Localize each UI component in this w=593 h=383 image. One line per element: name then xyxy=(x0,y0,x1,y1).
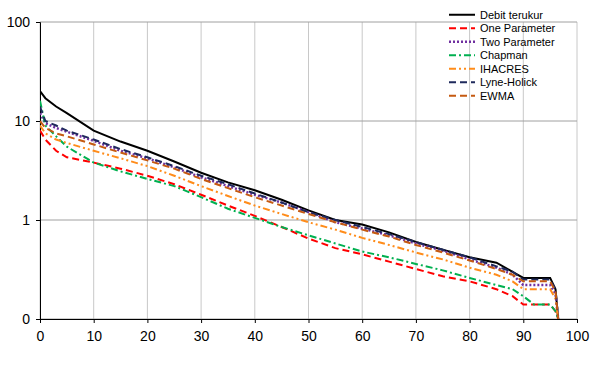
legend-item: One Parameter xyxy=(449,22,556,34)
grid-line-x xyxy=(415,22,416,319)
chart: 0 10 20 30 40 50 60 70 80 90 100 0 1 10 100 Debit teruk… xyxy=(0,0,593,383)
tick-label: 30 xyxy=(194,328,210,344)
series-line xyxy=(40,126,558,319)
legend-label: Chapman xyxy=(480,49,528,61)
series-line xyxy=(40,131,558,319)
tick-mark xyxy=(36,121,40,122)
grid-line-y xyxy=(40,220,577,221)
tick-label: 50 xyxy=(301,328,317,344)
tick: 50 xyxy=(301,319,317,344)
tick: 0 xyxy=(22,311,40,327)
tick-label: 1 xyxy=(22,212,30,228)
tick: 80 xyxy=(462,319,478,344)
tick-label: 0 xyxy=(22,311,30,327)
tick: 10 xyxy=(86,319,102,344)
tick-label: 100 xyxy=(566,328,590,344)
series-line xyxy=(40,101,558,319)
tick-label: 0 xyxy=(37,328,45,344)
tick-label: 100 xyxy=(7,14,31,30)
plot-area: 0 10 20 30 40 50 60 70 80 90 100 0 1 10 100 Debit teruk… xyxy=(7,9,590,344)
tick-mark xyxy=(255,319,256,323)
legend-item: IHACRES xyxy=(449,63,529,75)
legend-swatch xyxy=(449,27,475,29)
tick-mark xyxy=(36,22,40,23)
legend-label: Lyne-Holick xyxy=(480,76,538,88)
legend-item: EWMA xyxy=(449,90,515,102)
legend-label: EWMA xyxy=(480,90,515,102)
axis-line xyxy=(36,23,41,320)
series-line xyxy=(40,107,558,319)
legend-item: Two Parameter xyxy=(449,36,555,48)
grid-line-x xyxy=(469,22,470,319)
series-line xyxy=(40,91,558,319)
tick-mark xyxy=(416,319,417,323)
legend-swatch xyxy=(449,41,475,44)
legend-swatch xyxy=(449,14,475,16)
legend-label: Debit terukur xyxy=(480,9,543,21)
tick-label: 40 xyxy=(248,328,264,344)
grid-line-x xyxy=(577,22,578,319)
legend-item: Chapman xyxy=(449,49,528,61)
y-axis: 0 1 10 100 xyxy=(7,14,41,327)
legend-swatch xyxy=(449,68,475,70)
tick-mark xyxy=(309,319,310,323)
tick: 100 xyxy=(566,319,590,344)
grid xyxy=(40,22,577,319)
tick-mark xyxy=(36,220,40,221)
tick-mark xyxy=(577,319,578,323)
legend: Debit terukurOne Parameter Two ParameterC… xyxy=(449,9,556,102)
tick-label: 80 xyxy=(462,328,478,344)
x-axis: 0 10 20 30 40 50 60 70 80 90 100 xyxy=(37,319,590,344)
tick-label: 20 xyxy=(140,328,156,344)
tick: 10 xyxy=(14,113,40,129)
tick-mark xyxy=(147,319,148,323)
axis-line xyxy=(41,320,578,324)
tick-label: 10 xyxy=(14,113,30,129)
grid-line-x xyxy=(147,22,148,319)
tick-label: 10 xyxy=(86,328,102,344)
tick: 30 xyxy=(194,319,210,344)
legend-label: Two Parameter xyxy=(480,36,555,48)
grid-line-y xyxy=(40,121,577,122)
legend-item: Lyne-Holick xyxy=(449,76,538,88)
legend-label: One Parameter xyxy=(480,22,556,34)
tick: 100 xyxy=(7,14,40,30)
legend-swatch xyxy=(449,95,475,97)
tick: 90 xyxy=(516,319,532,344)
tick-label: 60 xyxy=(355,328,371,344)
tick: 60 xyxy=(355,319,371,344)
tick: 40 xyxy=(248,319,264,344)
grid-line-x xyxy=(201,22,202,319)
lines xyxy=(40,91,558,319)
tick-mark xyxy=(362,319,363,323)
legend-label: IHACRES xyxy=(480,63,529,75)
series-line xyxy=(40,121,558,319)
grid-line-x xyxy=(254,22,255,319)
grid-line-x xyxy=(308,22,309,319)
legend-item: Debit terukur xyxy=(449,9,543,21)
tick: 70 xyxy=(409,319,425,344)
tick: 20 xyxy=(140,319,156,344)
tick-mark xyxy=(523,319,524,323)
tick-mark xyxy=(201,319,202,323)
grid-line-x xyxy=(362,22,363,319)
series-line xyxy=(40,113,558,319)
tick-mark xyxy=(470,319,471,323)
tick-label: 90 xyxy=(516,328,532,344)
tick: 1 xyxy=(22,212,40,228)
tick: 0 xyxy=(37,319,45,344)
tick-mark xyxy=(36,319,40,320)
grid-line-x xyxy=(93,22,94,319)
legend-swatch xyxy=(449,81,475,83)
tick-mark xyxy=(94,319,95,323)
tick-label: 70 xyxy=(409,328,425,344)
legend-swatch xyxy=(449,54,475,56)
